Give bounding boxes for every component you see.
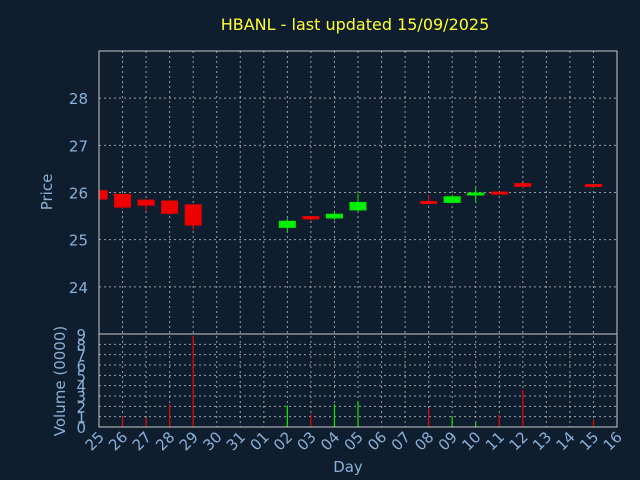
volume-tick-label: 5 [76,367,86,385]
volume-bars [121,336,595,427]
volume-tick-label: 9 [76,326,86,344]
price-tick-label: 24 [69,279,88,297]
candle-body [302,216,320,220]
volume-axis-label: Volume (0000) [51,326,69,436]
volume-tick-label: 7 [76,347,86,365]
candle-body [420,200,438,204]
price-tick-label: 25 [69,232,88,250]
candle-body [490,191,508,195]
candle-body [584,184,602,188]
candle-body [161,200,179,214]
candle-body [278,220,296,228]
candle-body [443,196,461,203]
volume-tick-label: 0 [76,419,86,437]
candle-body [114,193,132,208]
candle-body [514,183,532,187]
volume-tick-label: 1 [76,409,86,427]
volume-tick-label: 3 [76,388,86,406]
candle-body [467,192,485,196]
price-axis-label: Price [38,174,56,211]
price-tick-label: 27 [69,137,88,155]
candle-body [99,190,108,200]
candle-body [137,199,155,206]
volume-tick-label: 2 [76,398,86,416]
chart-title: HBANL - last updated 15/09/2025 [221,15,490,34]
candle-body [325,213,343,219]
candle-body [184,204,202,226]
volume-tick-label: 8 [76,336,86,354]
volume-tick-label: 4 [76,378,86,396]
volume-panel-frame [98,333,618,428]
grid-layer [99,51,617,427]
volume-tick-label: 6 [76,357,86,375]
x-axis-label: Day [333,458,363,476]
candle-body [349,201,367,211]
price-tick-label: 28 [69,90,88,108]
price-tick-label: 26 [69,185,88,203]
